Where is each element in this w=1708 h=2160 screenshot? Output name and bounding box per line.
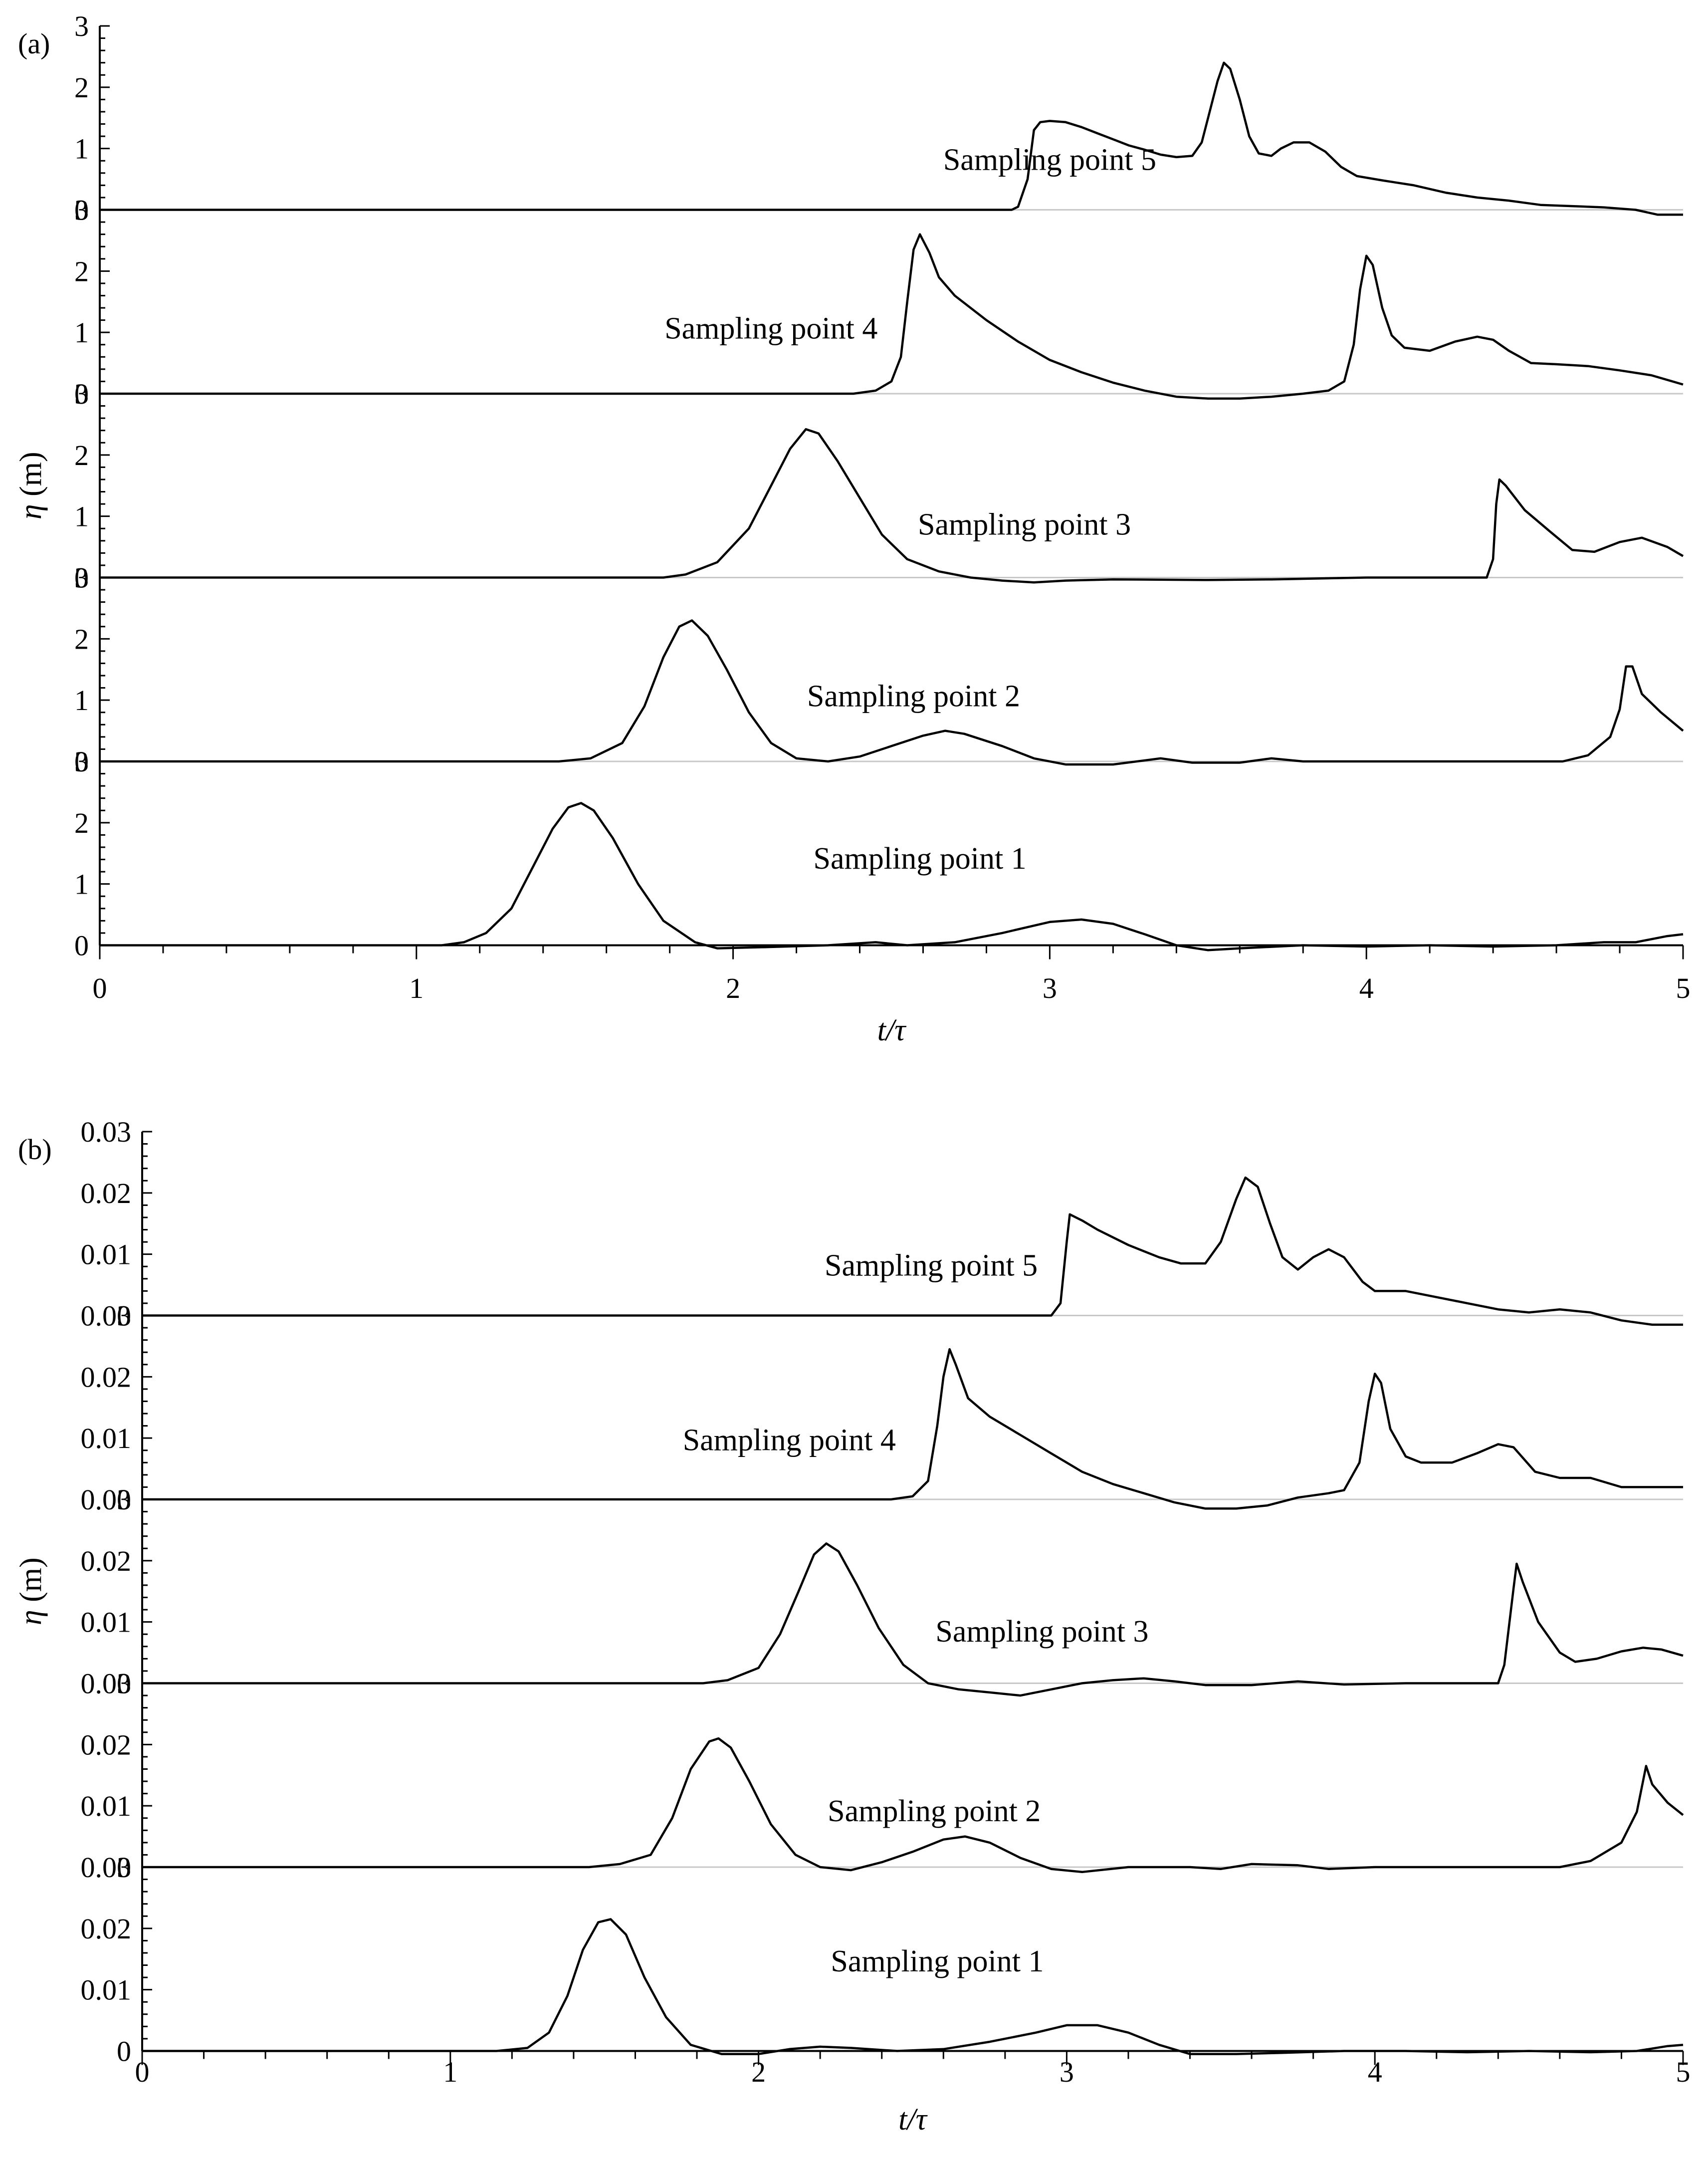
x-tick-label: 4: [1359, 972, 1374, 1004]
y-tick-label: 0.03: [81, 1483, 132, 1516]
y-tick-label: 0: [117, 1483, 131, 1516]
series-label-sampling-point-3: Sampling point 3: [918, 508, 1131, 542]
y-tick-label: 0: [74, 378, 89, 410]
y-tick-label: 2: [74, 71, 89, 104]
y-tick-label: 2: [74, 255, 89, 287]
y-tick-label: 0.01: [81, 1422, 132, 1454]
x-tick-label: 0: [93, 972, 107, 1004]
y-tick-label: 0.03: [81, 1300, 132, 1332]
series-label-sampling-point-4: Sampling point 4: [683, 1424, 896, 1457]
y-tick-label: 0: [74, 562, 89, 594]
y-tick-label: 2: [74, 439, 89, 472]
panel-label: (a): [18, 27, 50, 60]
series-line-sampling-point-4: [100, 233, 1684, 400]
series-line-sampling-point-2: [100, 619, 1684, 766]
y-tick-label: 2: [74, 623, 89, 655]
x-tick-label: 5: [1676, 2056, 1691, 2088]
y-tick-label: 0.03: [81, 1851, 132, 1884]
series-line-sampling-point-1: [100, 802, 1684, 952]
y-axis-title: η (m): [14, 1557, 48, 1625]
y-tick-label: 3: [74, 745, 89, 778]
x-tick-label: 0: [135, 2056, 150, 2088]
x-tick-label: 4: [1368, 2056, 1382, 2088]
y-tick-label: 0: [117, 1300, 131, 1332]
y-tick-label: 3: [74, 562, 89, 594]
y-tick-label: 3: [74, 378, 89, 410]
y-tick-label: 1: [74, 316, 89, 349]
y-tick-label: 1: [74, 868, 89, 901]
x-tick-label: 5: [1676, 972, 1691, 1004]
series-line-sampling-point-5: [100, 61, 1683, 216]
y-tick-label: 0.02: [81, 1913, 132, 1945]
y-tick-label: 0: [117, 1851, 131, 1884]
y-tick-label: 0.01: [81, 1606, 132, 1639]
x-tick-label: 3: [1043, 972, 1057, 1004]
series-line-sampling-point-2: [142, 1737, 1684, 1874]
x-tick-label: 1: [409, 972, 424, 1004]
y-tick-label: 0.02: [81, 1728, 132, 1761]
y-axis-var: η: [14, 504, 48, 519]
y-tick-label: 0.01: [81, 1974, 132, 2006]
series-label-sampling-point-4: Sampling point 4: [664, 311, 877, 345]
y-tick-label: 0: [74, 745, 89, 778]
series-line-sampling-point-4: [142, 1348, 1683, 1510]
y-tick-label: 0.02: [81, 1545, 132, 1577]
x-axis-title: t/τ: [877, 1013, 907, 1047]
series-label-sampling-point-2: Sampling point 2: [828, 1794, 1041, 1828]
y-axis-unit: (m): [14, 452, 48, 504]
series-line-sampling-point-1: [142, 1918, 1684, 2055]
chart-panel-b: 00.010.020.0300.010.020.0300.010.020.030…: [14, 1116, 1691, 2137]
x-axis-title: t/τ: [898, 2103, 928, 2137]
series-label-sampling-point-3: Sampling point 3: [935, 1615, 1148, 1649]
y-tick-label: 0: [74, 930, 89, 962]
panel-label: (b): [18, 1133, 52, 1166]
series-line-sampling-point-5: [142, 1176, 1683, 1326]
series-line-sampling-point-3: [100, 428, 1684, 584]
series-label-sampling-point-2: Sampling point 2: [807, 679, 1020, 713]
y-tick-label: 1: [74, 684, 89, 717]
y-tick-label: 2: [74, 807, 89, 839]
y-tick-label: 0: [117, 1668, 131, 1700]
y-tick-label: 1: [74, 133, 89, 165]
y-axis-var: η: [14, 1610, 48, 1625]
y-tick-label: 0.03: [81, 1668, 132, 1700]
x-tick-label: 3: [1060, 2056, 1074, 2088]
y-tick-label: 0.03: [81, 1116, 132, 1148]
y-tick-label: 3: [74, 10, 89, 42]
series-label-sampling-point-1: Sampling point 1: [831, 1944, 1044, 1978]
x-tick-label: 1: [443, 2056, 457, 2088]
y-axis-title: η (m): [14, 452, 48, 519]
y-tick-label: 0.01: [81, 1790, 132, 1822]
x-tick-label: 2: [726, 972, 740, 1004]
y-axis-unit: (m): [14, 1557, 48, 1610]
series-label-sampling-point-5: Sampling point 5: [943, 143, 1156, 177]
y-tick-label: 0.01: [81, 1238, 132, 1271]
y-tick-label: 0.02: [81, 1361, 132, 1393]
series-label-sampling-point-5: Sampling point 5: [825, 1249, 1038, 1283]
y-tick-label: 1: [74, 500, 89, 533]
y-tick-label: 3: [74, 194, 89, 227]
y-tick-label: 0.02: [81, 1177, 132, 1209]
series-label-sampling-point-1: Sampling point 1: [814, 842, 1027, 876]
series-line-sampling-point-3: [142, 1542, 1684, 1697]
x-tick-label: 2: [751, 2056, 766, 2088]
y-tick-label: 0: [117, 2035, 131, 2068]
y-tick-label: 0: [74, 194, 89, 227]
